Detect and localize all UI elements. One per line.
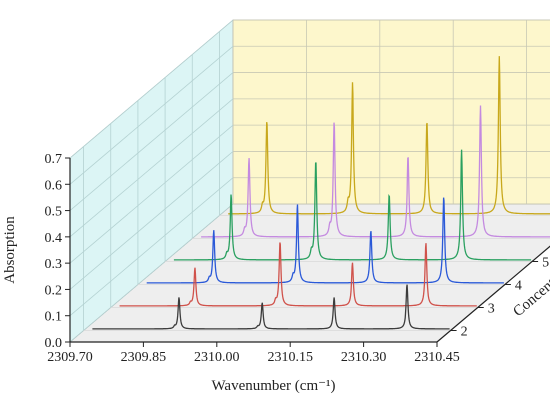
side-grid-line [69, 45, 234, 185]
back-wall [232, 19, 550, 205]
side-grid-line [69, 124, 234, 264]
chart-walls [69, 19, 550, 343]
side-grid-line [69, 177, 234, 317]
y-tick-label: 0.4 [45, 231, 63, 246]
x-tick-label: 2310.15 [267, 350, 313, 365]
series-group [92, 56, 550, 330]
side-grid-line [69, 203, 234, 343]
x-tick-label: 2310.45 [414, 350, 460, 365]
y-tick-label: 0.0 [45, 336, 63, 351]
y-tick-label: 0.6 [45, 178, 63, 193]
z-tick-label: 4 [515, 279, 522, 294]
x-tick-label: 2310.30 [341, 350, 387, 365]
side-grid-line [69, 98, 234, 238]
series-4-line [146, 197, 504, 284]
series-2-line [92, 284, 450, 330]
side-grid-line [69, 19, 234, 159]
y-tick-label: 0.7 [45, 152, 63, 167]
y-tick-label: 0.1 [45, 310, 63, 325]
y-tick-label: 0.3 [45, 257, 63, 272]
x-tick-label: 2309.70 [47, 350, 93, 365]
y-tick-label: 0.5 [45, 205, 63, 220]
side-grid-line [69, 72, 234, 211]
y-tick-label: 0.2 [45, 283, 63, 298]
x-tick-label: 2309.85 [121, 350, 167, 365]
z-axis-line [436, 245, 550, 343]
z-tick-label: 3 [488, 302, 495, 317]
x-axis-title: Wavenumber (cm⁻¹) [211, 378, 335, 394]
series-5-line [173, 149, 532, 261]
series-6-line [201, 105, 550, 238]
chart-grid [69, 19, 550, 343]
tick-labels: 2309.70 2309.85 2310.00 2310.15 2310.30 2310.… [45, 152, 550, 365]
z-tick-label: 2 [461, 325, 468, 340]
y-axis-title: Absorption [2, 216, 18, 284]
side-grid-line [69, 151, 234, 290]
chart-axes [65, 157, 550, 347]
x-tick-label: 2310.00 [194, 350, 240, 365]
z-tick-label: 5 [542, 256, 549, 271]
